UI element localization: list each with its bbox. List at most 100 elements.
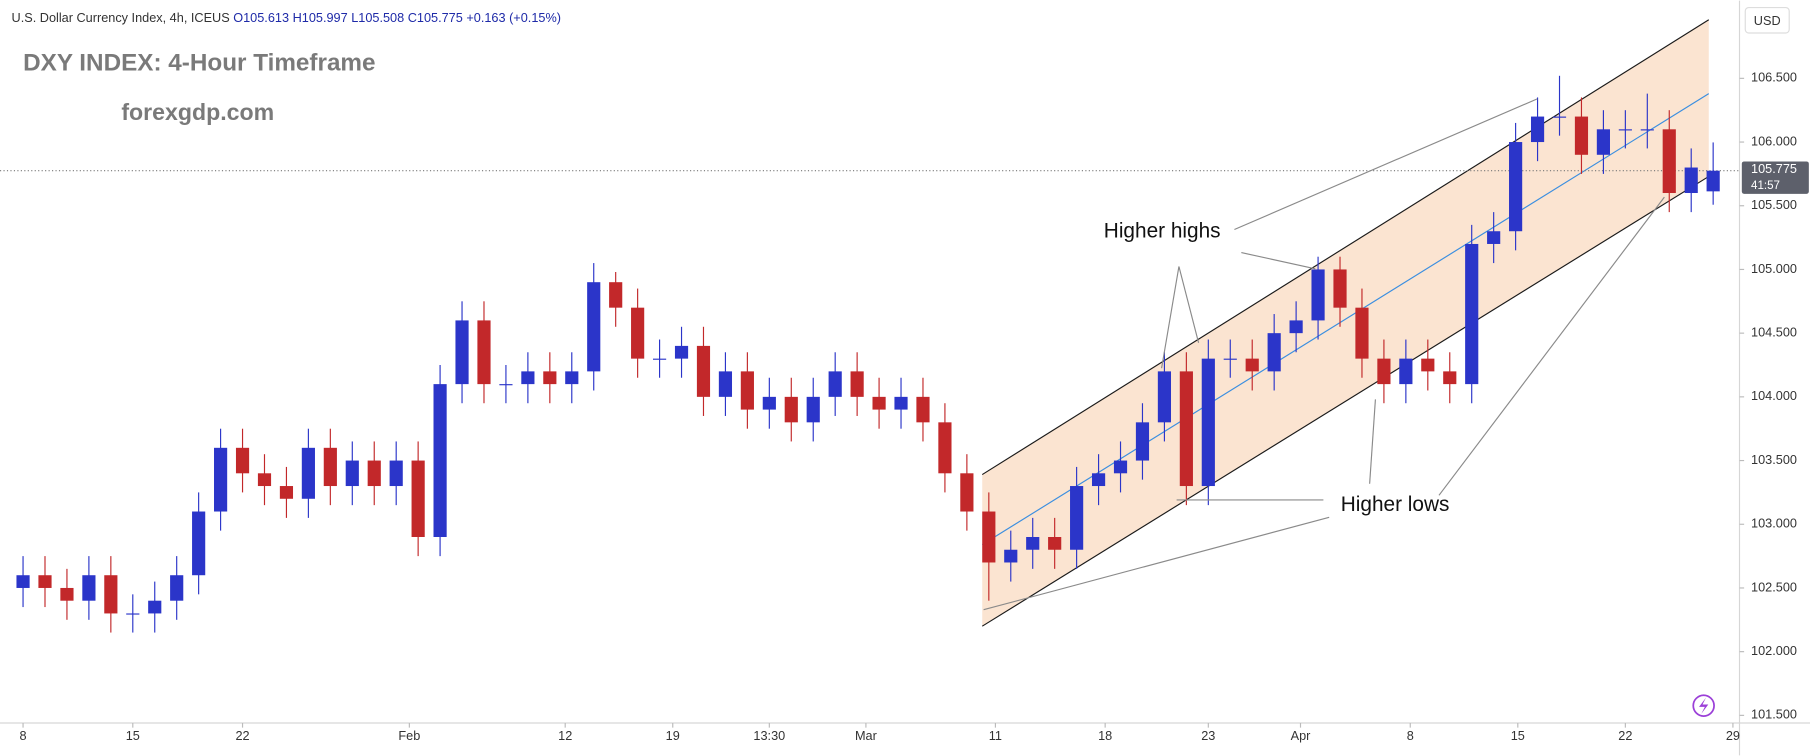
candle-body (1552, 116, 1567, 118)
currency: USD (1754, 13, 1781, 28)
candle-body (1026, 536, 1040, 550)
candle-body (1048, 536, 1062, 550)
y-tick-label: 102.000 (1751, 643, 1797, 658)
under-layer (0, 19, 1740, 633)
x-tick-label: 11 (989, 728, 1002, 743)
candle-body (323, 447, 337, 487)
last-price-box (1741, 161, 1809, 194)
candle-body (938, 422, 952, 474)
candle-body (1465, 243, 1479, 385)
candle-body (1223, 358, 1237, 360)
x-tick-label: 19 (666, 728, 680, 743)
candle-body (1662, 129, 1676, 194)
x-tick-label: 12 (558, 728, 572, 743)
candle-body (367, 460, 381, 487)
candle-body (850, 371, 864, 397)
candle-body (1157, 371, 1172, 423)
last-price-label: 105.775 (1751, 161, 1797, 176)
candle-body (433, 384, 447, 537)
symbol: U.S. Dollar Currency Index, 4h, ICEUS (12, 10, 230, 25)
annotation-line (1241, 252, 1316, 270)
candle-body (916, 396, 930, 423)
x-tick-label: 8 (20, 728, 27, 743)
y-tick-label: 103.500 (1751, 452, 1797, 467)
candle-body (60, 587, 74, 601)
candle-body (499, 384, 513, 386)
candle-body (1530, 116, 1545, 143)
x-tick-label: 8 (1407, 728, 1414, 743)
replay-icon-bolt (1699, 697, 1709, 714)
candle-body (806, 396, 820, 423)
ohlc: +0.163 (+0.15%) (466, 10, 561, 25)
candle-body (1289, 320, 1303, 334)
annotation-line (1178, 266, 1200, 343)
candle-body (16, 575, 30, 588)
y-tick-label: 101.500 (1751, 707, 1797, 722)
ohlc: O105.613 (233, 10, 289, 25)
candle-body (345, 460, 359, 487)
candle-body (872, 396, 886, 410)
x-tick-label: 22 (235, 728, 249, 743)
y-tick-label: 102.500 (1751, 579, 1797, 594)
x-tick-label: 22 (1618, 728, 1632, 743)
candle-body (565, 371, 579, 385)
x-tick-label: 15 (126, 728, 140, 743)
candle-body (1640, 129, 1654, 131)
candle-body (1070, 486, 1084, 550)
candle-body (1684, 167, 1698, 194)
annotation: Higher highs (1104, 219, 1221, 242)
candle-body (718, 371, 733, 397)
candle-body (740, 371, 754, 410)
x-tick-label: 15 (1511, 728, 1525, 743)
candle-body (279, 486, 294, 499)
candle-body (631, 307, 645, 359)
annotation-line (1438, 196, 1665, 496)
candle-body (1509, 142, 1523, 232)
candle-body (1596, 129, 1610, 155)
candle-body (1267, 333, 1281, 372)
x-tick-label: 18 (1098, 728, 1112, 743)
y-tick-label: 106.500 (1751, 70, 1797, 85)
candle-body (1091, 473, 1106, 487)
candle-body (674, 345, 689, 359)
ohlc: H105.997 (293, 10, 348, 25)
candle-body (1421, 358, 1435, 372)
ohlc: L105.508 (351, 10, 404, 25)
replay-icon[interactable] (1692, 694, 1715, 717)
annotation: Higher lows (1341, 493, 1450, 516)
candle-body (521, 371, 535, 385)
candle-body (1113, 460, 1128, 474)
x-tick-label: Mar (855, 728, 878, 743)
x-tick-label: Feb (398, 728, 420, 743)
channel-upper (981, 19, 1710, 476)
channel-mid (981, 93, 1710, 546)
candle-body (455, 320, 469, 385)
x-tick-label: 13:30 (753, 728, 785, 743)
countdown: 41:57 (1751, 180, 1780, 192)
currency-box[interactable] (1744, 6, 1790, 34)
candle-body (652, 358, 667, 360)
x-tick-label: Apr (1291, 728, 1312, 743)
candle-body (960, 473, 974, 512)
x-tick-label: 23 (1201, 728, 1215, 743)
candle-body (1355, 307, 1369, 359)
candle-body (477, 320, 491, 385)
header: U.S. Dollar Currency Index, 4h, ICEUS O1… (12, 10, 561, 25)
candle-body (214, 447, 228, 512)
candle-body (894, 396, 908, 410)
candle-body (1399, 358, 1413, 385)
candle-body (38, 575, 52, 588)
candle-body (1135, 422, 1150, 461)
candle-body (389, 460, 403, 487)
channel-fill (982, 19, 1709, 627)
candle-body (1487, 231, 1501, 244)
annotation-line (1234, 98, 1538, 231)
candle-body (1311, 269, 1325, 321)
candle-body (609, 282, 623, 308)
y-tick-label: 105.500 (1751, 197, 1797, 212)
candle-body (762, 396, 776, 410)
candle-body (235, 447, 250, 474)
channel-lower (981, 175, 1710, 627)
